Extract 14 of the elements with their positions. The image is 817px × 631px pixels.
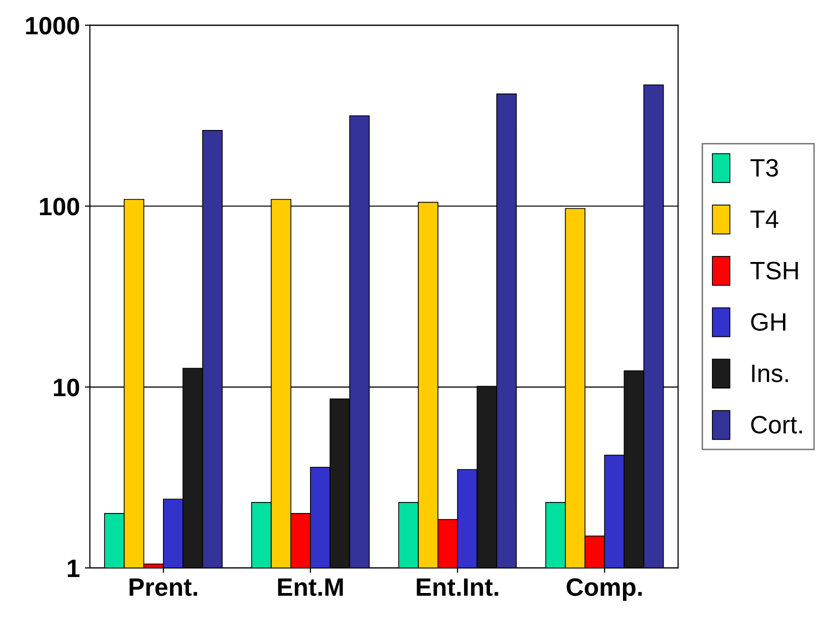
legend-label: Ins.: [752, 364, 788, 382]
x-tick-label: Comp.: [566, 578, 642, 601]
legend-label: T4: [750, 210, 778, 228]
x-tick-label: Ent.M: [278, 578, 343, 596]
legend-label: TSH: [750, 262, 798, 280]
y-tick-label: 1000: [26, 16, 80, 35]
legend-label: T3: [750, 158, 778, 177]
legend-label: GH: [751, 313, 786, 331]
y-tick-label: 10: [54, 378, 80, 396]
x-tick-label: Prent.: [130, 578, 198, 596]
legend-label: Cort.: [751, 416, 802, 434]
y-tick-label: 1: [68, 560, 80, 577]
y-tick-label: 100: [40, 198, 80, 216]
x-tick-label: Ent.Int.: [416, 578, 498, 596]
